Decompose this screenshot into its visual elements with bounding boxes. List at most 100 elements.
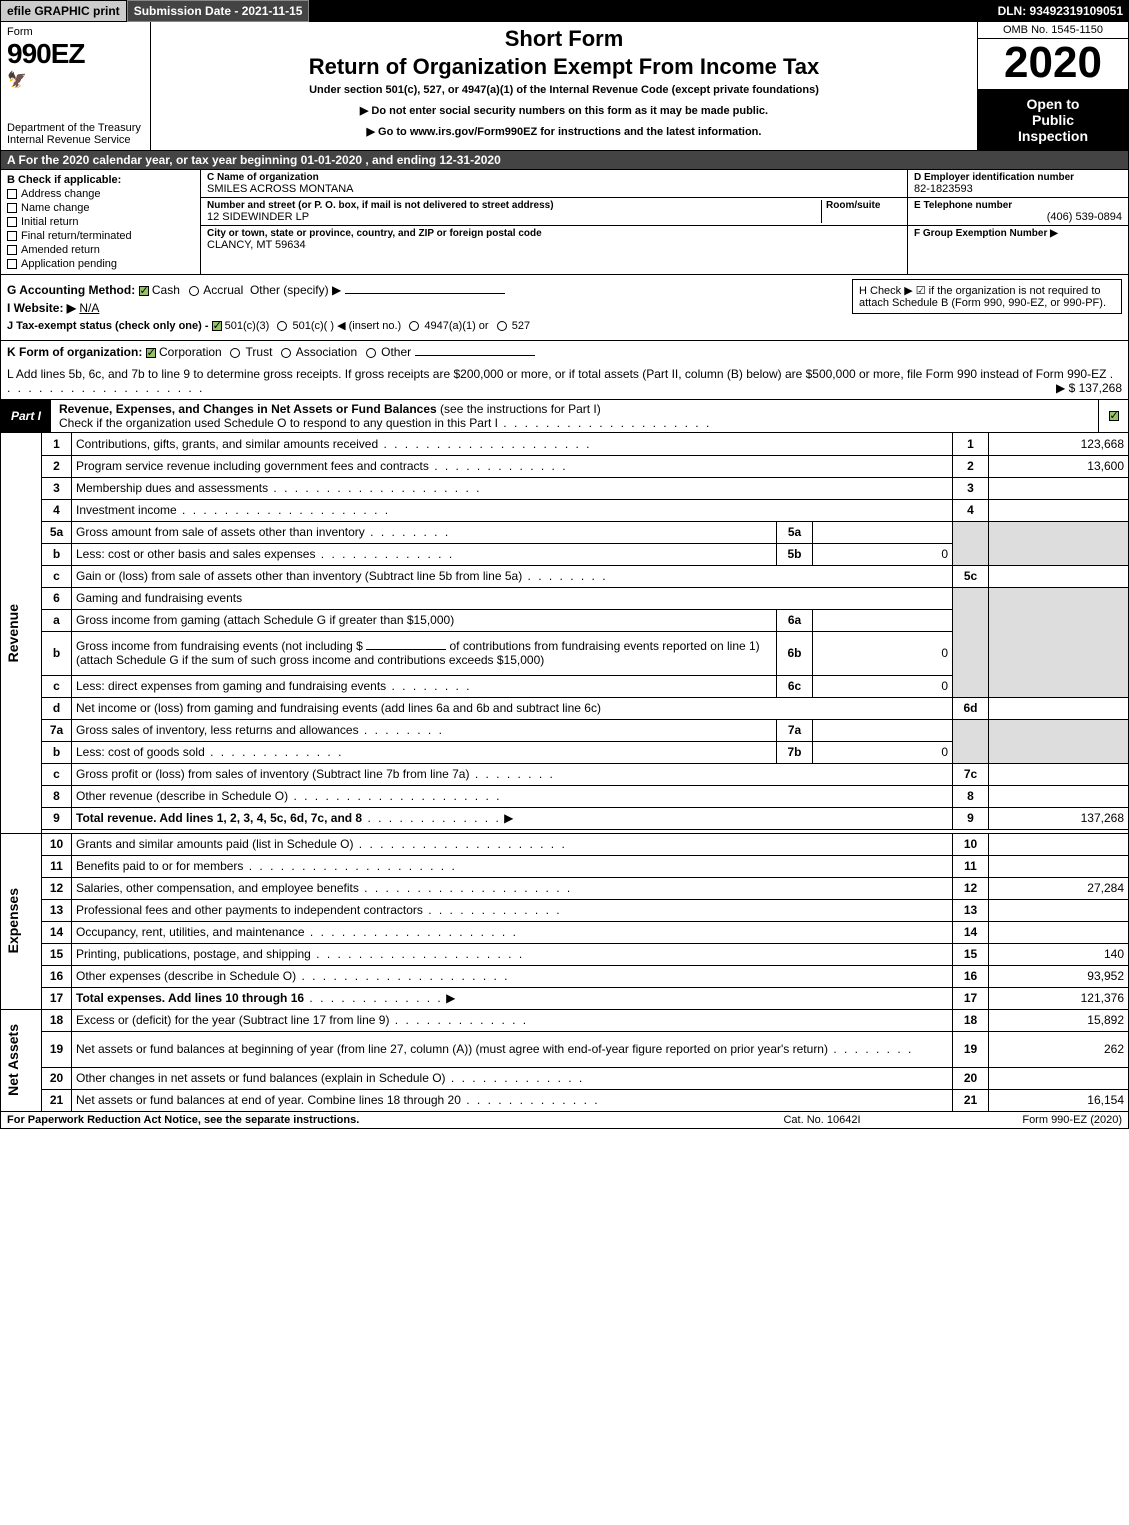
revenue-side-label: Revenue <box>1 433 42 833</box>
line-value <box>989 785 1129 807</box>
line-desc: Less: cost of goods sold <box>76 745 205 759</box>
line-desc: Gross sales of inventory, less returns a… <box>76 723 359 737</box>
dln-label: DLN: 93492319109051 <box>992 0 1129 22</box>
form-header: Form 990EZ 🦅 Department of the Treasury … <box>0 22 1129 151</box>
b-initial-return[interactable]: Initial return <box>7 216 194 228</box>
line-label: 7c <box>953 763 989 785</box>
line-value <box>989 855 1129 877</box>
checkbox-icon[interactable] <box>7 203 17 213</box>
line-num: 20 <box>42 1067 72 1089</box>
line-desc: Investment income <box>76 503 177 517</box>
line-num: 6 <box>42 587 72 609</box>
checkbox-icon[interactable] <box>7 189 17 199</box>
line-l: L Add lines 5b, 6c, and 7b to line 9 to … <box>0 363 1129 400</box>
part-1-header: Part I Revenue, Expenses, and Changes in… <box>0 400 1129 433</box>
checkbox-checked-icon[interactable] <box>212 321 222 331</box>
column-c: C Name of organization SMILES ACROSS MON… <box>201 170 908 274</box>
line-label: 4 <box>953 499 989 521</box>
header-center: Short Form Return of Organization Exempt… <box>151 22 978 150</box>
radio-icon[interactable] <box>281 348 291 358</box>
c-street-label: Number and street (or P. O. box, if mail… <box>207 200 821 211</box>
line-desc: Gaming and fundraising events <box>76 591 242 605</box>
line-value: 137,268 <box>989 807 1129 829</box>
part-title: Revenue, Expenses, and Changes in Net As… <box>51 400 1098 432</box>
line-label: 21 <box>953 1089 989 1111</box>
line-num: 18 <box>42 1009 72 1031</box>
line-num: 2 <box>42 455 72 477</box>
line-j: J Tax-exempt status (check only one) - 5… <box>7 319 1122 332</box>
radio-icon[interactable] <box>277 321 287 331</box>
radio-icon[interactable] <box>409 321 419 331</box>
line-label: 2 <box>953 455 989 477</box>
open-to-public: Open to Public Inspection <box>978 90 1128 150</box>
checkbox-icon[interactable] <box>7 217 17 227</box>
b-final-return[interactable]: Final return/terminated <box>7 230 194 242</box>
table-row: 20 Other changes in net assets or fund b… <box>1 1067 1129 1089</box>
line-num: 21 <box>42 1089 72 1111</box>
radio-icon[interactable] <box>189 286 199 296</box>
b-amended-return[interactable]: Amended return <box>7 244 194 256</box>
line-num: c <box>42 763 72 785</box>
checkbox-icon[interactable] <box>7 259 17 269</box>
f-group-exemption: F Group Exemption Number ▶ <box>908 226 1128 274</box>
table-row: 11 Benefits paid to or for members 11 <box>1 855 1129 877</box>
checkbox-checked-icon[interactable] <box>146 348 156 358</box>
grey-cell <box>953 521 989 565</box>
org-street: 12 SIDEWINDER LP <box>207 211 821 223</box>
b-name-change[interactable]: Name change <box>7 202 194 214</box>
line-value <box>989 477 1129 499</box>
tel-value: (406) 539-0894 <box>914 211 1122 223</box>
return-title: Return of Organization Exempt From Incom… <box>161 54 967 80</box>
b-title: B Check if applicable: <box>7 174 194 186</box>
g-accrual: Accrual <box>203 283 243 297</box>
line-h: H Check ▶ ☑ if the organization is not r… <box>852 279 1122 314</box>
b-address-change[interactable]: Address change <box>7 188 194 200</box>
line-label: 9 <box>953 807 989 829</box>
line-value <box>989 1067 1129 1089</box>
sub-value <box>813 521 953 543</box>
line-value <box>989 921 1129 943</box>
radio-icon[interactable] <box>497 321 507 331</box>
grey-cell <box>989 521 1129 565</box>
line-label: 10 <box>953 833 989 855</box>
checkbox-icon[interactable] <box>7 231 17 241</box>
goto-text[interactable]: ▶ Go to www.irs.gov/Form990EZ for instru… <box>367 126 762 138</box>
schedule-o-checkbox[interactable] <box>1098 400 1128 432</box>
table-row: 14 Occupancy, rent, utilities, and maint… <box>1 921 1129 943</box>
table-row: 6 Gaming and fundraising events <box>1 587 1129 609</box>
line-label: 13 <box>953 899 989 921</box>
line-num: 14 <box>42 921 72 943</box>
efile-print-button[interactable]: efile GRAPHIC print <box>0 0 127 22</box>
sub-label: 7a <box>777 719 813 741</box>
line-desc: Gross amount from sale of assets other t… <box>76 525 365 539</box>
radio-icon[interactable] <box>366 348 376 358</box>
part-check-line: Check if the organization used Schedule … <box>59 416 498 430</box>
line-desc: Net assets or fund balances at end of ye… <box>76 1093 461 1107</box>
line-desc: Net income or (loss) from gaming and fun… <box>76 701 601 715</box>
checkbox-icon[interactable] <box>7 245 17 255</box>
sub-value: 0 <box>813 543 953 565</box>
table-row: 5a Gross amount from sale of assets othe… <box>1 521 1129 543</box>
table-row: 13 Professional fees and other payments … <box>1 899 1129 921</box>
line-value: 13,600 <box>989 455 1129 477</box>
radio-icon[interactable] <box>230 348 240 358</box>
table-row: 3 Membership dues and assessments 3 <box>1 477 1129 499</box>
line-desc: Occupancy, rent, utilities, and maintena… <box>76 925 305 939</box>
tax-year: 2020 <box>978 39 1128 90</box>
sub-label: 7b <box>777 741 813 763</box>
line-desc: Other changes in net assets or fund bala… <box>76 1071 446 1085</box>
checkbox-checked-icon[interactable] <box>139 286 149 296</box>
sub-label: 6b <box>777 631 813 675</box>
line-value: 16,154 <box>989 1089 1129 1111</box>
line-desc: Contributions, gifts, grants, and simila… <box>76 437 378 451</box>
l-text: L Add lines 5b, 6c, and 7b to line 9 to … <box>7 367 1106 381</box>
submission-date-button[interactable]: Submission Date - 2021-11-15 <box>127 0 310 22</box>
c-room-label: Room/suite <box>826 200 901 211</box>
line-desc: Less: direct expenses from gaming and fu… <box>76 679 386 693</box>
line-desc: Gross income from fundraising events (no… <box>76 639 363 653</box>
l-amount: ▶ $ 137,268 <box>1056 381 1122 395</box>
line-num: b <box>42 741 72 763</box>
part-title-bold: Revenue, Expenses, and Changes in Net As… <box>59 402 437 416</box>
line-desc: Gross profit or (loss) from sales of inv… <box>76 767 469 781</box>
b-application-pending[interactable]: Application pending <box>7 258 194 270</box>
